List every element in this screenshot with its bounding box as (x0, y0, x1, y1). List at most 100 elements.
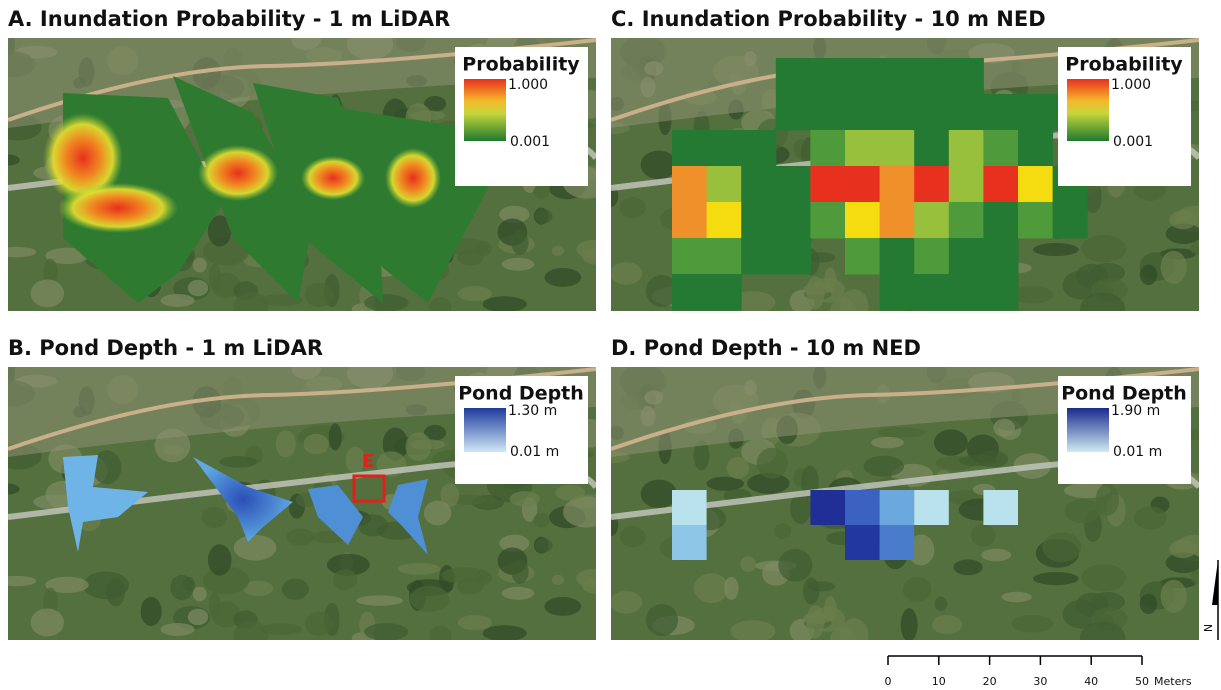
vegetation (1080, 622, 1125, 654)
vegetation (535, 538, 552, 552)
vegetation (646, 604, 678, 636)
vegetation (932, 615, 962, 634)
inset-label: E (362, 451, 374, 472)
vegetation (1033, 572, 1079, 585)
probability-cell (1018, 94, 1053, 131)
probability-cell (914, 58, 949, 95)
legend-title: Probability (462, 54, 580, 76)
vegetation (141, 597, 162, 626)
vegetation (303, 434, 328, 455)
vegetation (305, 283, 334, 307)
probability-cell (914, 166, 949, 203)
scale-tick-label: 40 (1084, 675, 1098, 688)
probability-cell (983, 130, 1018, 167)
panel-title: A. Inundation Probability - 1 m LiDAR (8, 7, 450, 31)
vegetation (552, 575, 564, 585)
probability-cell (914, 274, 949, 311)
vegetation (1190, 242, 1204, 256)
legend-min: 0.01 m (510, 444, 559, 460)
vegetation (878, 427, 926, 437)
probability-cell (880, 274, 915, 311)
vegetation (641, 151, 677, 180)
vegetation (641, 480, 677, 509)
vegetation (535, 209, 552, 223)
scale-tick-label: 30 (1033, 675, 1047, 688)
vegetation (170, 575, 193, 600)
legend-title: Probability (1065, 54, 1183, 76)
probability-cell (707, 166, 742, 203)
vegetation (429, 626, 451, 645)
vegetation (333, 569, 357, 590)
probability-cell (949, 202, 984, 239)
scale-bar: 01020304050Meters (885, 656, 1192, 688)
vegetation (106, 578, 125, 606)
vegetation (1161, 251, 1187, 284)
legend-min: 0.001 (1113, 134, 1153, 150)
probability-cell (776, 166, 811, 203)
vegetation (774, 523, 791, 539)
probability-cell (707, 202, 742, 239)
depth-cell (672, 525, 707, 560)
vegetation (234, 535, 277, 561)
panels: A. Inundation Probability - 1 m LiDAR Pro… (0, 7, 1217, 654)
vegetation (533, 184, 550, 199)
depth-cell (845, 525, 880, 560)
vegetation (502, 258, 535, 271)
vegetation (233, 621, 269, 649)
probability-cell (776, 202, 811, 239)
vegetation (808, 581, 836, 591)
legend-min: 0.001 (510, 134, 550, 150)
vegetation (356, 595, 403, 605)
vegetation (483, 296, 527, 312)
vegetation (727, 457, 749, 479)
legend-ramp (464, 408, 506, 452)
vegetation (208, 544, 232, 575)
depth-cell (810, 490, 845, 525)
vegetation (511, 230, 528, 255)
north-arrow: N (1202, 560, 1218, 640)
vegetation (410, 439, 445, 449)
vegetation (31, 608, 64, 636)
probability-cell (880, 202, 915, 239)
probability-cell (672, 166, 707, 203)
vegetation (188, 609, 208, 625)
probability-cell (1018, 130, 1053, 167)
vegetation (1140, 594, 1157, 614)
panel-title: C. Inundation Probability - 10 m NED (611, 7, 1046, 31)
vegetation (233, 292, 269, 320)
probability-cell (949, 58, 984, 95)
vegetation (398, 563, 441, 575)
probability-cell (845, 94, 880, 131)
probability-cell (1053, 202, 1088, 239)
vegetation (1001, 592, 1031, 602)
vegetation (544, 268, 581, 287)
probability-cell (949, 130, 984, 167)
probability-cell (880, 130, 915, 167)
vegetation (193, 258, 207, 273)
scale-tick-label: 0 (885, 675, 892, 688)
legend-max: 1.30 m (508, 403, 557, 419)
probability-cell (845, 238, 880, 275)
vegetation (544, 597, 581, 616)
legend-title: Pond Depth (458, 383, 584, 405)
north-label: N (1202, 624, 1215, 632)
vegetation (1011, 615, 1053, 633)
scale-tick-label: 20 (983, 675, 997, 688)
vegetation (740, 556, 756, 572)
vegetation (1081, 564, 1126, 591)
vegetation (483, 625, 527, 641)
scale-tick-label: 10 (932, 675, 946, 688)
vegetation (410, 110, 445, 120)
probability-cell (776, 238, 811, 275)
depth-cell (880, 525, 915, 560)
vegetation (555, 485, 585, 501)
probability-cell (672, 202, 707, 239)
probability-cell (672, 274, 707, 311)
legend-min: 0.01 m (1113, 444, 1162, 460)
vegetation (364, 623, 408, 641)
vegetation (429, 297, 451, 316)
probability-cell (1018, 202, 1053, 239)
probability-cell (741, 166, 776, 203)
vegetation (563, 496, 609, 527)
probability-cell (983, 94, 1018, 131)
